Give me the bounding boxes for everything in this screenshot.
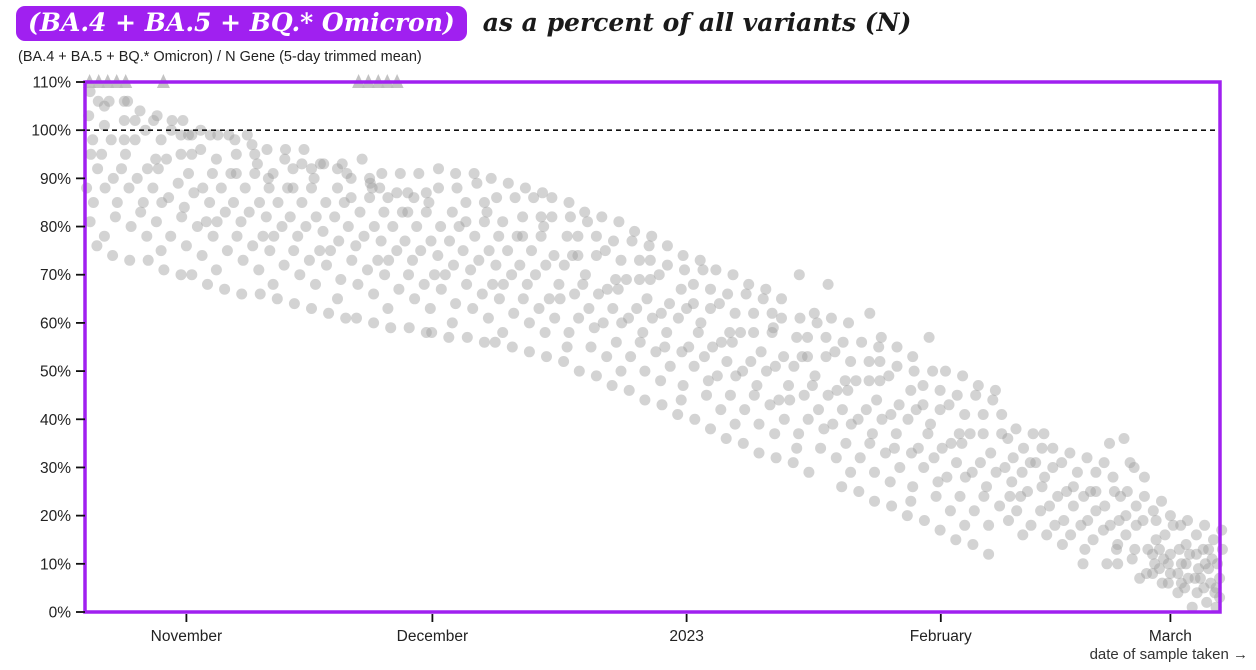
x-axis: November December 2023 February March [151, 614, 1192, 645]
y-tick-label: 0% [49, 605, 72, 622]
y-tick-label: 40% [40, 412, 71, 429]
plot-border [83, 80, 1222, 614]
y-tick-label: 110% [33, 75, 72, 92]
title-highlight-pill: (BA.4 + BA.5 + BQ.* Omicron) [16, 6, 467, 41]
y-tick-label: 10% [40, 556, 71, 573]
y-axis: 110% 100% 90% 80% 70% 60% 50% 40% 30% 20% 10% 0% [31, 75, 85, 622]
chart-subtitle: (BA.4 + BA.5 + BQ.* Omicron) / N Gene (5… [18, 49, 422, 65]
scatter-points [81, 86, 1228, 613]
y-tick-label: 30% [40, 460, 71, 477]
y-tick-label: 70% [40, 267, 71, 284]
x-tick-label: 2023 [669, 628, 703, 645]
y-tick-label: 20% [40, 508, 71, 525]
y-tick-label: 50% [40, 364, 71, 381]
title-rest: as a percent of all variants (N) [482, 8, 912, 37]
chart-title: (BA.4 + BA.5 + BQ.* Omicron) as a percen… [16, 6, 912, 41]
x-tick-label: December [397, 628, 469, 645]
x-axis-caption: date of sample taken → [1090, 646, 1248, 663]
x-tick-label: November [151, 628, 223, 645]
y-tick-label: 90% [40, 171, 71, 188]
x-tick-label: March [1149, 628, 1192, 645]
x-tick-label: February [910, 628, 972, 645]
y-tick-label: 60% [40, 315, 71, 332]
y-tick-label: 100% [31, 123, 71, 140]
y-tick-label: 80% [40, 219, 71, 236]
